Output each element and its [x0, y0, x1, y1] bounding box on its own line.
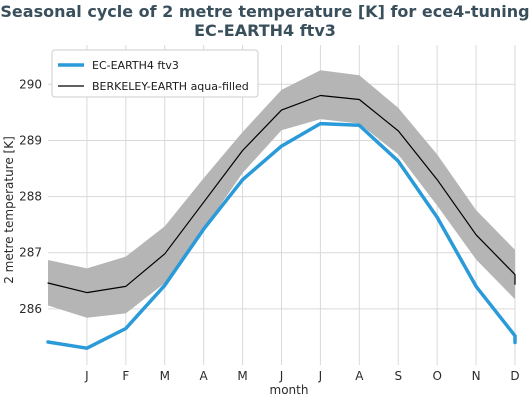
x-tick-label-5: M	[237, 369, 247, 383]
y-tick-label-290: 290	[19, 77, 42, 91]
x-tick-label-3: M	[160, 369, 170, 383]
x-tick-label-9: S	[394, 369, 402, 383]
y-axis-label: 2 metre temperature [K]	[2, 136, 16, 284]
x-tick-label-6: J	[279, 369, 284, 383]
chart-title-line-1: Seasonal cycle of 2 metre temperature [K…	[0, 2, 530, 21]
y-tick-label-287: 287	[19, 246, 42, 260]
x-tick-label-2: F	[122, 369, 129, 383]
x-axis-label: month	[270, 383, 309, 397]
series-line-ec-earth4	[46, 121, 517, 350]
legend-label-ec-earth4: EC-EARTH4 ftv3	[92, 59, 179, 72]
x-tick-label-10: O	[432, 369, 441, 383]
x-tick-label-8: A	[355, 369, 364, 383]
uncertainty-band	[48, 70, 515, 318]
y-tick-label-286: 286	[19, 302, 42, 316]
x-tick-label-11: N	[472, 369, 481, 383]
chart-title: Seasonal cycle of 2 metre temperature [K…	[0, 2, 530, 40]
legend-label-berkeley-earth: BERKELEY-EARTH aqua-filled	[92, 80, 249, 93]
series-lines	[46, 94, 517, 350]
y-tick-label-288: 288	[19, 190, 42, 204]
legend: EC-EARTH4 ftv3 BERKELEY-EARTH aqua-fille…	[51, 49, 259, 98]
x-tick-label-7: J	[318, 369, 323, 383]
series-line-berkeley-earth	[47, 94, 516, 294]
y-tick-label-289: 289	[19, 133, 42, 147]
x-tick-label-4: A	[200, 369, 209, 383]
legend-box	[51, 49, 259, 98]
y-tick-labels: 286 287 288 289 290	[19, 77, 42, 316]
x-tick-label-12: D	[510, 369, 519, 383]
band-berkeley-earth	[48, 70, 515, 318]
x-tick-label-1: J	[84, 369, 89, 383]
chart-title-line-2: EC-EARTH4 ftv3	[194, 21, 336, 40]
